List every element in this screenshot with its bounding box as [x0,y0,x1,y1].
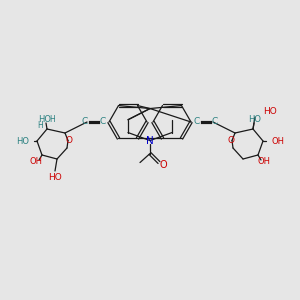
Text: C: C [194,118,200,127]
Text: HO: HO [263,107,277,116]
Text: C: C [100,118,106,127]
Text: N: N [146,136,154,146]
Text: C: C [212,118,218,127]
Text: OH: OH [29,158,43,166]
Text: O: O [159,160,167,170]
Text: H: H [49,116,55,124]
Text: HO: HO [248,116,262,124]
Text: H: H [37,122,43,130]
Text: OH: OH [257,158,271,166]
Text: HO: HO [38,116,52,124]
Text: C: C [82,118,88,127]
Text: O: O [65,136,73,145]
Text: O: O [227,136,235,145]
Text: HO: HO [48,173,62,182]
Text: OH: OH [271,136,284,146]
Text: HO: HO [16,136,29,146]
